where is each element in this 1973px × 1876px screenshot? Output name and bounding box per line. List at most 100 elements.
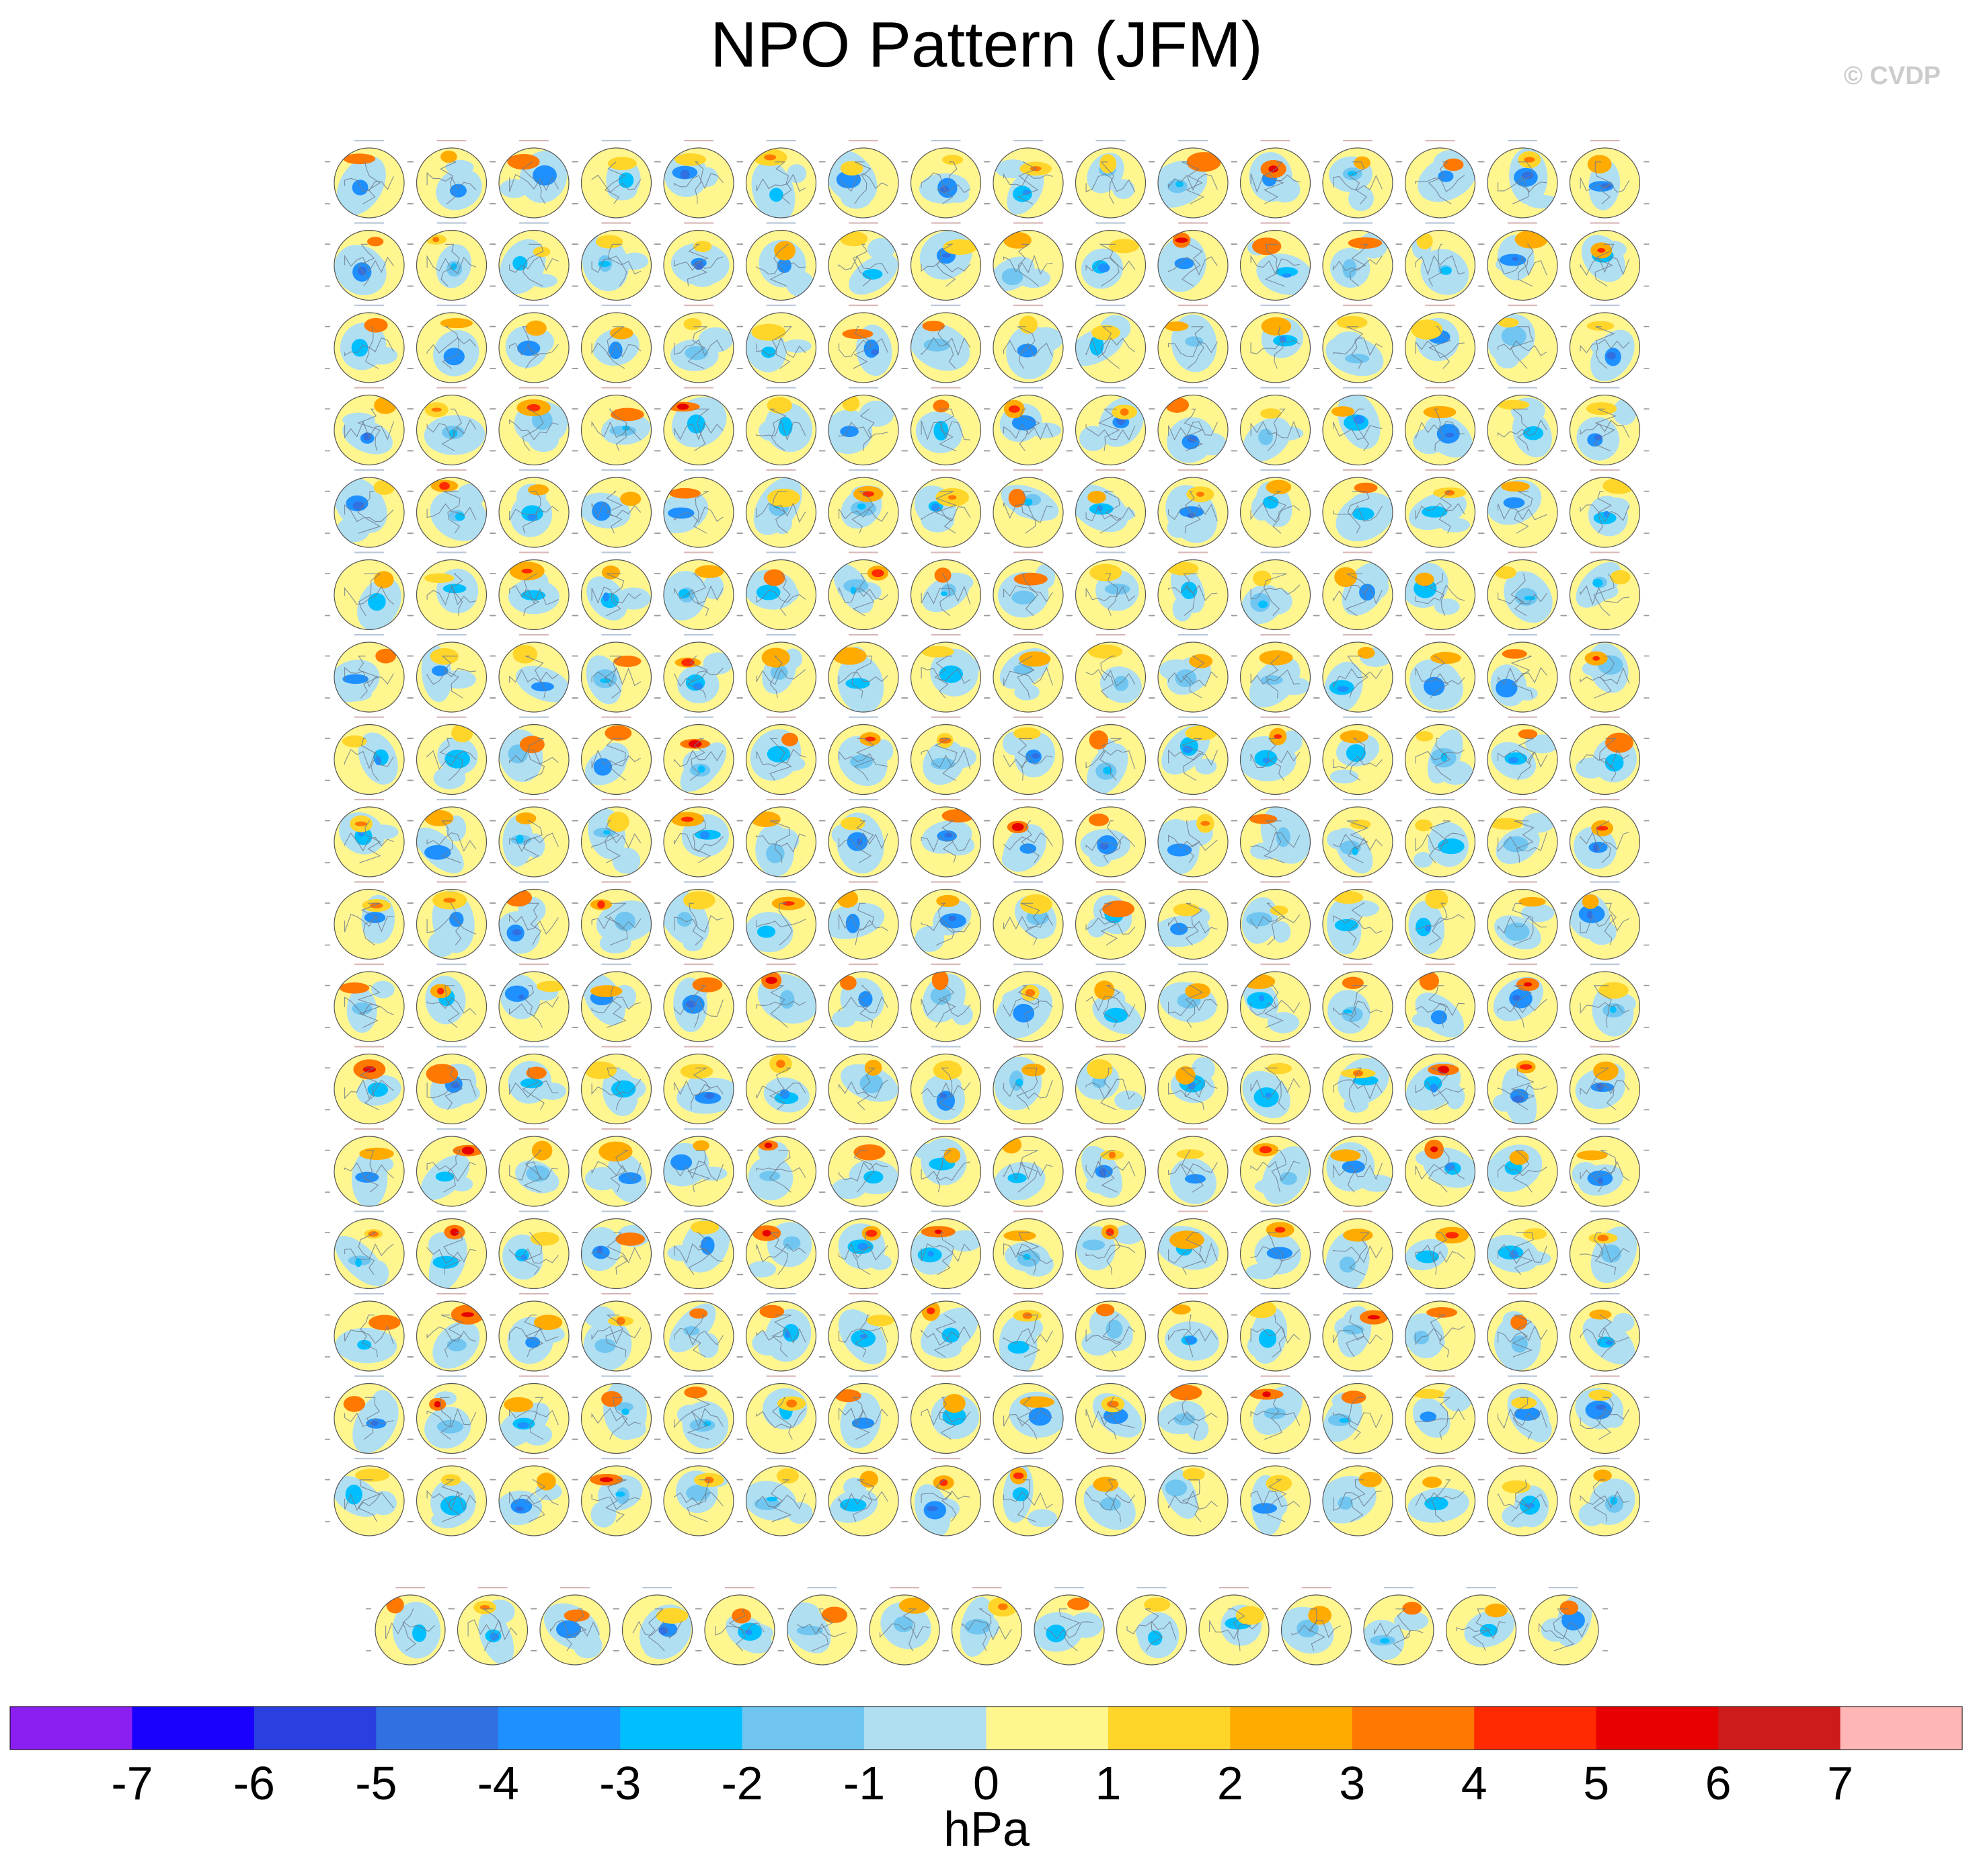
panel-title-mark: [1425, 387, 1455, 389]
map-panel: [819, 1375, 908, 1454]
map-border: [745, 641, 817, 713]
panel-title-mark: [354, 634, 384, 636]
map-panel: [1231, 222, 1320, 301]
map-border: [580, 1053, 652, 1125]
map-panel: [1560, 387, 1650, 466]
colorbar-swatch: [742, 1707, 865, 1750]
map-border: [498, 1382, 570, 1454]
map-panel: [407, 1046, 496, 1125]
panel-title-mark: [1013, 551, 1043, 553]
panel-title-mark: [601, 799, 631, 801]
panel-title-mark: [1013, 1458, 1043, 1460]
panel-title-mark: [1095, 222, 1126, 224]
map-border: [580, 888, 652, 960]
panel-title-mark: [354, 1210, 384, 1212]
map-border: [580, 724, 652, 795]
map-border: [1404, 1300, 1476, 1372]
colorbar-swatch: [864, 1707, 987, 1750]
map-panel: [1560, 881, 1650, 960]
map-panel: [490, 1458, 578, 1536]
panel-title-mark: [1095, 305, 1126, 307]
panel-title-mark: [766, 305, 796, 307]
map-panel: [819, 551, 908, 631]
map-panel: [572, 305, 661, 383]
map-panel: [736, 964, 826, 1042]
map-border: [1487, 724, 1558, 795]
map-panel: [1478, 1293, 1567, 1372]
map-border: [1157, 477, 1229, 548]
map-border: [1075, 806, 1147, 877]
map-border: [1404, 806, 1476, 877]
colorbar-swatch: [1718, 1707, 1841, 1750]
map-panel: [1478, 1210, 1567, 1290]
map-panel: [1313, 1458, 1402, 1536]
map-panel: [407, 1293, 496, 1372]
map-border: [498, 147, 570, 219]
map-panel: [1149, 1458, 1237, 1536]
map-panel: [901, 1046, 991, 1125]
map-panel: [1395, 551, 1485, 631]
map-border: [498, 888, 570, 960]
map-panel: [736, 387, 826, 466]
map-panel: [325, 634, 414, 713]
map-panel: [325, 222, 414, 301]
panel-title-mark: [1508, 305, 1537, 307]
panel-title-mark: [1590, 469, 1620, 471]
panel-title-mark: [1301, 1587, 1331, 1589]
map-panel: [407, 634, 496, 713]
map-panel: [1395, 469, 1485, 548]
map-border: [1322, 394, 1393, 466]
map-panel: [1231, 1128, 1320, 1207]
map-border: [663, 477, 734, 548]
map-border: [786, 1594, 858, 1666]
map-panel: [325, 1458, 414, 1536]
map-panel: [490, 799, 578, 877]
panel-title-mark: [1178, 387, 1208, 389]
panel-title-mark: [1013, 964, 1043, 966]
map-border: [334, 394, 405, 466]
panel-title-mark: [1590, 1293, 1620, 1295]
map-border: [910, 641, 982, 713]
map-border: [1239, 1136, 1311, 1207]
map-border: [416, 806, 488, 877]
panel-title-mark: [1425, 469, 1455, 471]
colorbar-swatch: [132, 1707, 255, 1750]
panel-title-mark: [1590, 799, 1620, 801]
panel-title-mark: [354, 964, 384, 966]
map-border: [910, 724, 982, 795]
map-panel: [984, 964, 1073, 1042]
panel-title-mark: [1260, 1046, 1290, 1048]
panel-title-mark: [395, 1587, 425, 1589]
panel-title-mark: [519, 469, 549, 471]
map-panel: [984, 469, 1073, 548]
map-panel: [1313, 387, 1402, 466]
map-border: [334, 1465, 405, 1536]
map-panel: [819, 387, 908, 466]
colorbar-tick-label: 0: [973, 1757, 999, 1802]
map-panel: [490, 1375, 578, 1454]
map-border: [1322, 477, 1393, 548]
panel-title-mark: [436, 469, 467, 471]
map-border: [1569, 641, 1641, 713]
map-panel: [490, 1293, 578, 1372]
map-panel: [984, 716, 1073, 795]
panel-title-mark: [1590, 1375, 1620, 1377]
map-border: [416, 1053, 488, 1125]
map-panel: [490, 1128, 578, 1207]
panel-title-mark: [1260, 881, 1290, 883]
map-border: [828, 641, 899, 713]
panel-title-mark: [1508, 1210, 1537, 1212]
map-panel: [1149, 140, 1237, 219]
map-border: [1487, 971, 1558, 1042]
panel-title-mark: [766, 1293, 796, 1295]
map-border: [1322, 641, 1393, 713]
map-panel: [1560, 1375, 1650, 1454]
map-panel: [1313, 1128, 1402, 1207]
panel-title-mark: [1590, 551, 1620, 553]
map-panel: [1149, 1046, 1237, 1125]
colorbar-tick-label: 3: [1339, 1757, 1365, 1802]
map-border: [621, 1594, 693, 1666]
panel-title-mark: [1095, 387, 1126, 389]
panel-title-mark: [601, 716, 631, 718]
panel-title-mark: [849, 799, 878, 801]
